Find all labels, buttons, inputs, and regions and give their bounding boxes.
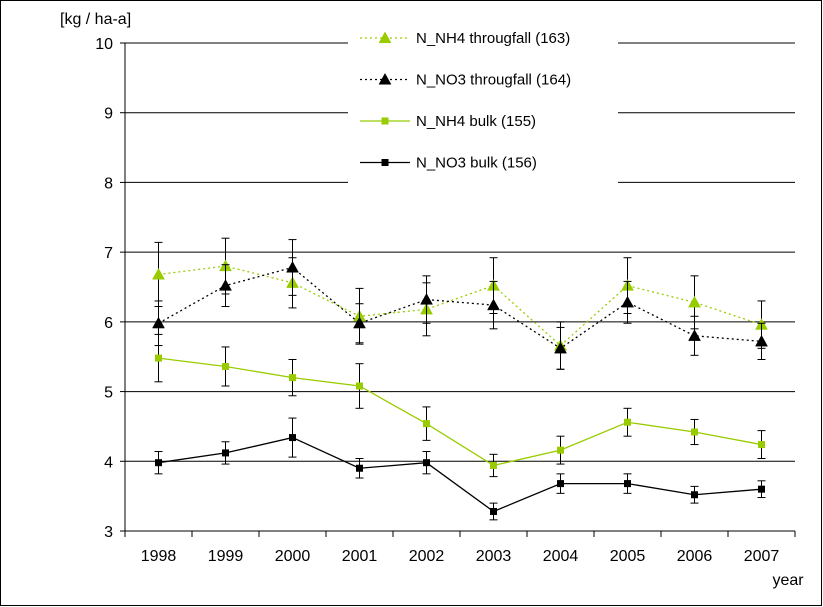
data-point-1998 [152, 267, 165, 280]
data-point-2004 [557, 446, 564, 454]
y-axis-unit-label: [kg / ha-a] [60, 11, 131, 28]
y-tick-label-10: 10 [95, 36, 113, 53]
x-tick-label-1999: 1999 [208, 548, 244, 565]
data-series [152, 237, 768, 521]
y-tick-label-3: 3 [104, 524, 113, 541]
x-tick-label-1998: 1998 [141, 548, 177, 565]
legend-label-3: N_NO3 bulk (156) [416, 155, 537, 172]
data-point-1998 [152, 316, 165, 329]
data-point-2006 [688, 329, 701, 341]
y-tick-label-7: 7 [104, 245, 113, 262]
data-point-2003 [490, 461, 497, 469]
legend-label-2: N_NH4 bulk (155) [416, 113, 536, 130]
data-point-1999 [219, 279, 232, 291]
series-2 [154, 333, 766, 478]
y-tick-label-8: 8 [104, 175, 113, 192]
series-1 [152, 239, 768, 370]
x-tick-label-2003: 2003 [476, 548, 512, 565]
data-point-1999 [222, 449, 229, 457]
data-point-2001 [356, 464, 363, 472]
y-tick-label-5: 5 [104, 385, 113, 402]
data-point-2007 [758, 441, 765, 449]
data-point-2005 [624, 418, 631, 426]
data-point-2000 [289, 434, 296, 442]
legend: N_NH4 througfall (163) N_NO3 througfall (… [348, 22, 618, 186]
series-line [158, 266, 762, 350]
series-line [158, 436, 762, 513]
legend-label-0: N_NH4 througfall (163) [416, 30, 570, 47]
legend-swatch-marker-2 [381, 117, 389, 125]
data-point-2006 [688, 295, 701, 308]
data-point-2001 [353, 316, 366, 329]
data-point-1999 [222, 362, 229, 370]
data-point-2005 [624, 480, 631, 488]
legend-swatch-marker-1 [378, 72, 392, 85]
series-3 [154, 417, 766, 521]
x-tick-label-2001: 2001 [342, 548, 378, 565]
data-point-2001 [356, 382, 363, 390]
y-tick-label-6: 6 [104, 315, 113, 332]
x-tick-label-2005: 2005 [610, 548, 646, 565]
data-point-2002 [420, 293, 433, 305]
data-point-2007 [758, 485, 765, 493]
x-axis-label: year [772, 572, 804, 589]
x-tick-label-2000: 2000 [275, 548, 311, 565]
data-point-1998 [155, 354, 162, 362]
legend-swatch-marker-0 [378, 31, 392, 44]
y-tick-label-9: 9 [104, 106, 113, 123]
data-point-2005 [621, 295, 634, 308]
legend-swatch-marker-3 [381, 159, 389, 166]
legend-label-1: N_NO3 througfall (164) [416, 72, 571, 89]
data-point-2003 [487, 298, 500, 311]
x-tick-label-2002: 2002 [409, 548, 445, 565]
data-point-2004 [554, 341, 567, 354]
x-tick-label-2006: 2006 [677, 548, 713, 565]
y-tick-label-4: 4 [104, 454, 113, 471]
x-tick-label-2004: 2004 [543, 548, 579, 565]
data-point-2007 [755, 334, 768, 347]
data-point-2006 [691, 491, 698, 499]
data-point-2002 [423, 459, 430, 467]
data-point-2002 [423, 420, 430, 428]
data-point-2000 [289, 374, 296, 382]
legend-background [348, 22, 618, 186]
data-point-2006 [691, 428, 698, 436]
data-point-2004 [557, 480, 564, 488]
data-point-2003 [490, 507, 497, 515]
series-line [158, 357, 762, 467]
data-point-2000 [286, 260, 299, 273]
data-point-1998 [155, 459, 162, 467]
axes: 3 4 5 6 7 8 9 10 1998 1999 2000 2001 2002 2003 2004 200… [95, 36, 796, 565]
x-tick-label-2007: 2007 [744, 548, 780, 565]
